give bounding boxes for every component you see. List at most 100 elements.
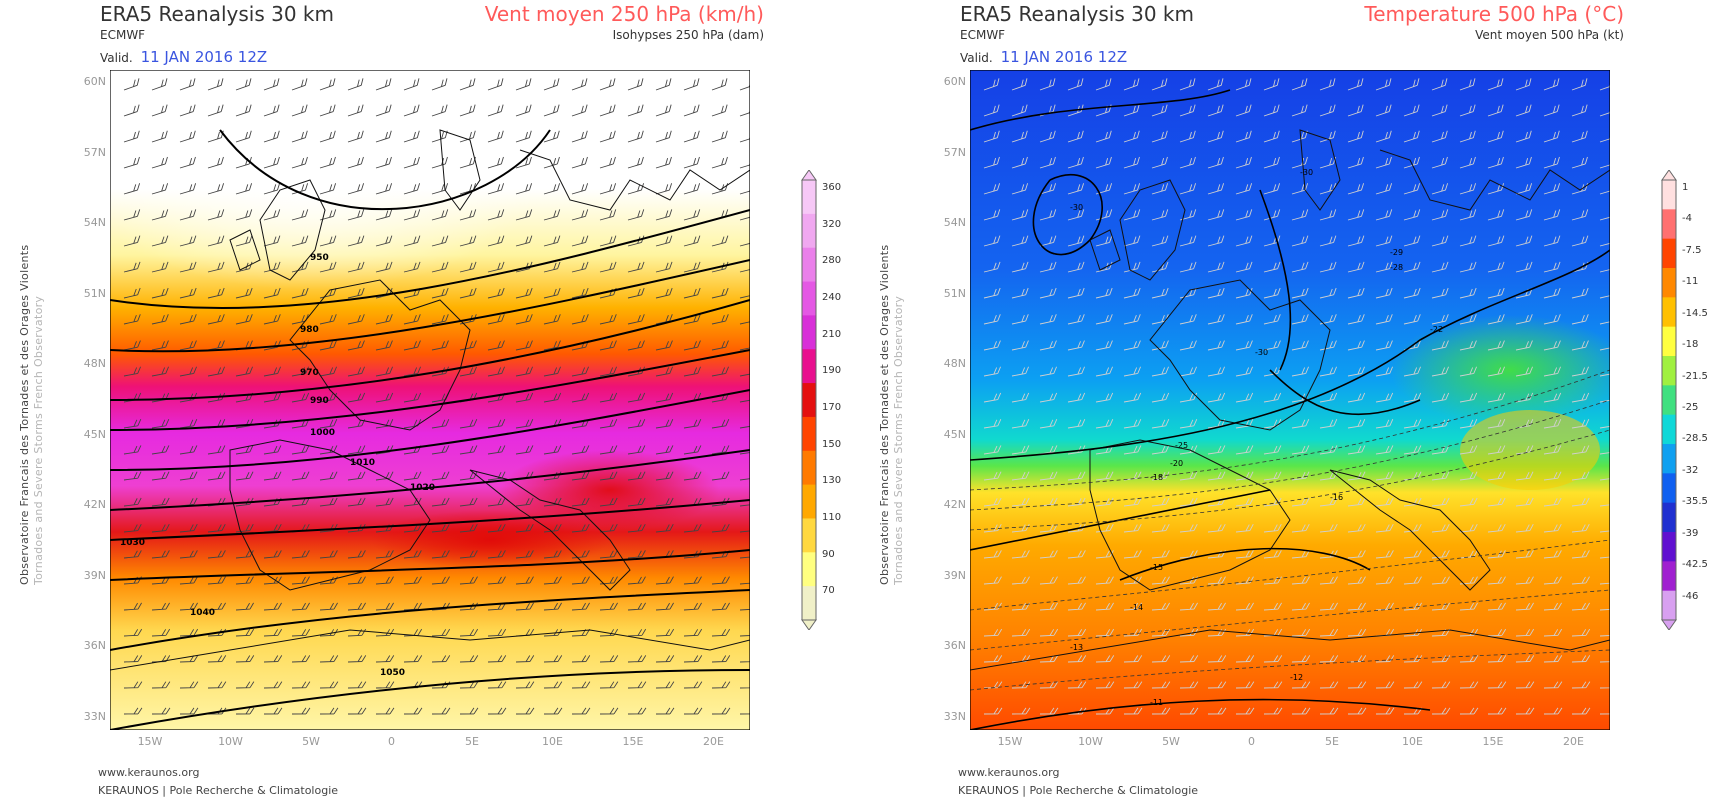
wind-barb [263, 78, 280, 91]
wind-barb [1403, 78, 1420, 91]
wind-barb [515, 707, 535, 715]
colorbar-swatch [1662, 561, 1676, 592]
wind-barb [375, 628, 395, 637]
wind-barb [1487, 628, 1507, 637]
wind-barb [983, 156, 1000, 169]
contour-label: 1050 [380, 668, 405, 678]
wind-barb [711, 602, 730, 611]
wind-barb [179, 183, 197, 195]
wind-barb [1207, 602, 1226, 611]
wind-barb [1431, 707, 1451, 715]
wind-barb [1067, 681, 1087, 689]
wind-barb [655, 602, 674, 611]
wind-barb [1235, 707, 1255, 715]
wind-barb [515, 681, 535, 689]
left-title: ERA5 Reanalysis 30 km [100, 2, 334, 26]
wind-barb [1319, 576, 1338, 585]
wind-barb [207, 655, 227, 663]
wind-barb [1263, 392, 1282, 403]
wind-barb [347, 707, 367, 715]
wind-barb [1235, 130, 1252, 143]
wind-barb [207, 261, 225, 273]
wind-barb [983, 576, 1002, 585]
right-valid-label: Valid. [960, 51, 993, 65]
wind-barb [1431, 681, 1451, 689]
longitude-label: 10E [1402, 735, 1423, 748]
wind-barb [1515, 523, 1534, 533]
wind-barb [179, 707, 199, 715]
wind-barb [1011, 471, 1030, 481]
wind-barb [431, 497, 450, 507]
right-colorbar-swatches [1661, 169, 1677, 631]
wind-barb [1347, 235, 1365, 247]
wind-barb [739, 366, 750, 377]
wind-barb [627, 419, 646, 429]
latitude-label: 57N [943, 145, 966, 159]
wind-barb [683, 576, 702, 585]
wind-barb [235, 183, 253, 195]
wind-barb [1599, 602, 1610, 611]
wind-barb [983, 314, 1001, 325]
wind-barb [1431, 104, 1448, 117]
wind-barb [1543, 523, 1562, 533]
contour-label: 1000 [310, 428, 335, 438]
colorbar-swatch [802, 586, 816, 621]
wind-barb [1515, 235, 1533, 247]
wind-barb [515, 497, 534, 507]
wind-barb [123, 602, 142, 611]
wind-barb [655, 419, 674, 429]
wind-barb [1291, 655, 1311, 663]
wind-barb [739, 392, 750, 403]
wind-barb [1179, 183, 1197, 195]
wind-barb [1487, 392, 1506, 403]
wind-barb [711, 681, 731, 689]
wind-barb [655, 130, 672, 143]
wind-barb [683, 602, 702, 611]
wind-barb [1095, 602, 1114, 611]
wind-barb [123, 235, 141, 247]
wind-barb [319, 183, 337, 195]
wind-barb [1095, 78, 1112, 91]
wind-barb [263, 104, 280, 117]
wind-barb [263, 314, 281, 325]
wind-barb [347, 261, 365, 273]
wind-barb [1179, 340, 1197, 351]
wind-barb [375, 314, 393, 325]
wind-barb [1459, 681, 1479, 689]
wind-barb [1235, 209, 1253, 221]
wind-barb [739, 550, 750, 559]
wind-barb [1095, 681, 1115, 689]
wind-barb [151, 550, 170, 559]
wind-barb [655, 104, 672, 117]
wind-barb [235, 681, 255, 689]
wind-barb [1543, 314, 1561, 325]
contour-label: -13 [1070, 643, 1083, 652]
wind-barb [1067, 445, 1086, 455]
wind-barb [1095, 235, 1113, 247]
latitude-label: 54N [83, 216, 106, 229]
wind-barb [403, 156, 420, 169]
wind-barb [1375, 287, 1393, 299]
wind-barb [1431, 471, 1450, 481]
wind-barb [207, 681, 227, 689]
wind-barb [123, 314, 141, 325]
wind-barb [1403, 550, 1422, 559]
wind-barb [1599, 497, 1610, 507]
wind-barb [459, 261, 477, 273]
wind-barb [1571, 78, 1588, 91]
wind-barb [983, 550, 1002, 559]
wind-barb [1235, 392, 1254, 403]
wind-barb [1011, 419, 1030, 429]
longitude-label: 15E [1482, 735, 1504, 748]
wind-barb [1179, 156, 1196, 169]
wind-barb [655, 471, 674, 481]
wind-barb [1487, 235, 1505, 247]
wind-barb [1039, 156, 1056, 169]
wind-barb [683, 523, 702, 533]
wind-barb [711, 576, 730, 585]
wind-barb [1599, 707, 1610, 715]
wind-barb [1571, 523, 1590, 533]
wind-barb [599, 655, 619, 663]
wind-barb [1403, 314, 1421, 325]
wind-barb [1571, 419, 1590, 429]
